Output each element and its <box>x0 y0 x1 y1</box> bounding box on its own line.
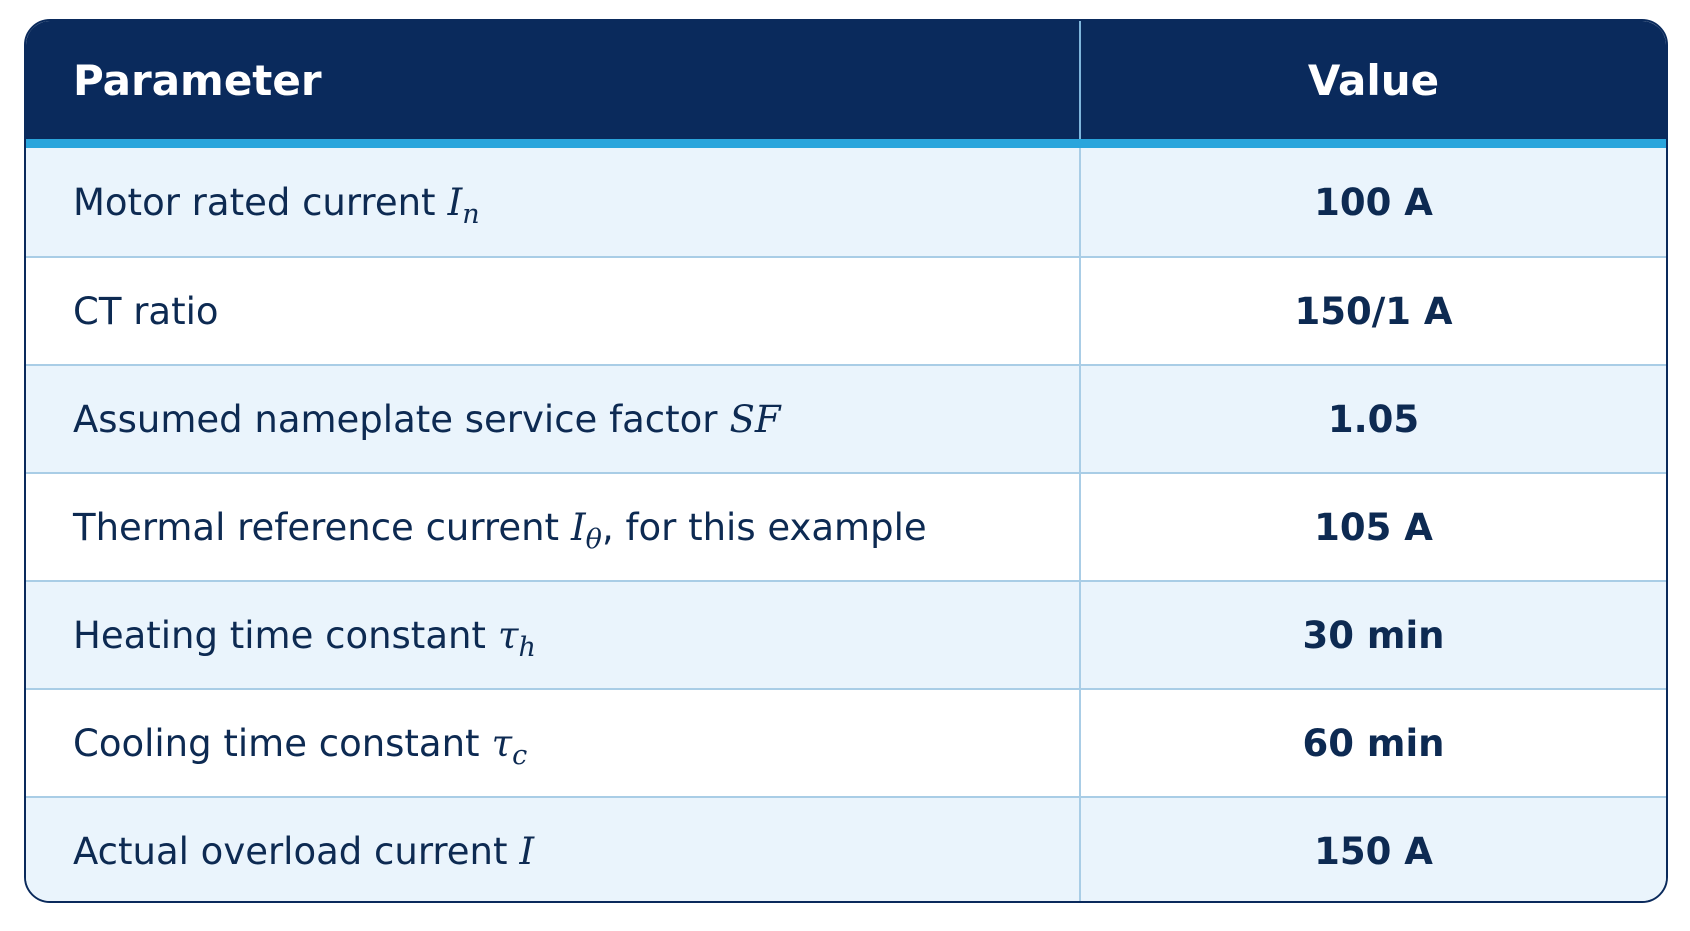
value-cell: 150 A <box>1314 829 1433 873</box>
parameter-cell: Heating time constant τ h <box>26 582 1081 688</box>
math-symbol: τ <box>497 613 519 657</box>
value-cell: 105 A <box>1314 505 1433 549</box>
parameter-cell: Assumed nameplate service factor SF <box>26 366 1081 472</box>
table-row: CT ratio 150/1 A <box>26 256 1666 364</box>
parameter-cell: Actual overload current I <box>26 798 1081 901</box>
table-row: Cooling time constant τ c 60 min <box>26 688 1666 796</box>
parameter-text: Heating time constant <box>73 613 486 657</box>
parameter-suffix: , for this example <box>601 505 927 549</box>
parameter-text: Thermal reference current <box>73 505 560 549</box>
parameter-text: Actual overload current <box>73 829 508 873</box>
header-row: Parameter Value <box>26 21 1666 148</box>
header-cell: Value <box>1307 55 1440 105</box>
math-subscript: θ <box>585 523 602 555</box>
parameter-cell: Cooling time constant τ c <box>26 690 1081 796</box>
math-subscript: n <box>462 198 480 230</box>
header-cell: Parameter <box>26 21 1081 139</box>
table-row: Assumed nameplate service factor SF 1.05 <box>26 364 1666 472</box>
math-subscript: c <box>512 739 528 771</box>
parameter-text: Assumed nameplate service factor <box>73 397 718 441</box>
value-cell: 100 A <box>1314 180 1433 224</box>
table-row: Heating time constant τ h 30 min <box>26 580 1666 688</box>
parameter-text: Cooling time constant <box>73 721 480 765</box>
value-cell: 1.05 <box>1327 397 1420 441</box>
table-row: Actual overload current I 150 A <box>26 796 1666 901</box>
parameter-text: CT ratio <box>73 289 219 333</box>
value-cell: 30 min <box>1302 613 1445 657</box>
parameter-text: Motor rated current <box>73 180 436 224</box>
parameter-cell: CT ratio <box>26 258 1081 364</box>
math-symbol: τ <box>491 721 513 765</box>
value-cell: 60 min <box>1302 721 1445 765</box>
math-subscript: h <box>518 631 536 663</box>
math-symbol: SF <box>729 397 781 441</box>
math-symbol: I <box>519 829 535 873</box>
value-cell: 150/1 A <box>1294 289 1453 333</box>
math-symbol: I <box>447 180 463 224</box>
math-symbol: I <box>571 505 586 549</box>
